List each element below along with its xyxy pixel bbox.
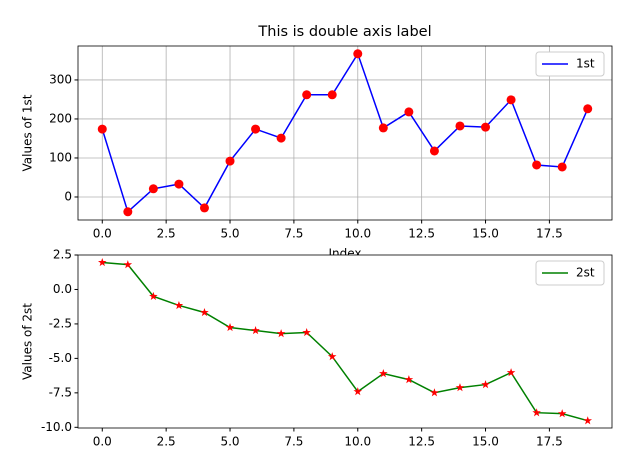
marker [532, 160, 542, 170]
series-line [102, 261, 588, 422]
marker [174, 179, 184, 189]
plot-area [78, 255, 612, 428]
x-tick-label: 7.5 [284, 227, 303, 241]
marker [97, 257, 107, 267]
x-tick-label: 12.5 [408, 227, 435, 241]
y-tick-label: -10.0 [41, 420, 72, 434]
marker [327, 352, 337, 361]
marker [481, 122, 491, 132]
marker [481, 380, 490, 389]
marker [455, 121, 465, 131]
legend-label: 2st [576, 266, 595, 280]
marker [379, 369, 388, 378]
x-tick-label: 17.5 [536, 435, 563, 449]
marker [557, 409, 567, 418]
x-tick-label: 0.0 [93, 435, 112, 449]
y-axis-label: Values of 2st [21, 303, 35, 380]
chart-title: This is double axis label [257, 24, 431, 40]
axes-frame [77, 254, 613, 429]
y-tick-label: -5.0 [49, 351, 72, 365]
marker [200, 307, 209, 317]
marker [302, 327, 311, 337]
marker [251, 326, 260, 335]
y-tick-label: -7.5 [49, 385, 72, 399]
marker [532, 408, 541, 417]
x-tick-label: 0.0 [93, 227, 112, 241]
plot-area [78, 46, 612, 220]
series-line [101, 52, 589, 214]
legend-box [535, 260, 605, 286]
marker [583, 104, 593, 114]
marker [149, 291, 158, 300]
marker [276, 329, 286, 338]
marker [225, 323, 235, 332]
x-tick-label: 7.5 [284, 435, 303, 449]
y-tick-label: -2.5 [49, 316, 72, 330]
axes-frame [77, 45, 613, 221]
marker [174, 300, 184, 310]
legend-box [535, 51, 605, 77]
marker [251, 124, 261, 134]
x-tick-label: 15.0 [472, 435, 499, 449]
axes: 0.0 2.5 5.0 7.5 10.0 12.5 15.0 17.5 2.5 0.0 -2.5 -5… [21, 248, 613, 449]
x-tick-label: 15.0 [472, 227, 499, 241]
marker [97, 124, 107, 134]
x-tick-label: 17.5 [536, 227, 563, 241]
marker [225, 156, 235, 166]
x-tick-label: 2.5 [157, 227, 176, 241]
y-tick-label: 0 [64, 189, 72, 203]
marker [557, 162, 567, 172]
y-tick-label: 200 [49, 111, 72, 125]
marker [583, 416, 593, 425]
marker [123, 207, 133, 217]
marker [455, 383, 465, 392]
x-tick-label: 10.0 [344, 435, 371, 449]
marker [378, 123, 388, 133]
legend-label: 1st [576, 57, 595, 71]
marker [506, 95, 516, 105]
marker [327, 90, 337, 100]
marker [302, 90, 312, 100]
marker [353, 49, 363, 59]
marker [404, 107, 414, 117]
marker [404, 375, 414, 384]
marker [276, 133, 286, 143]
x-tick-label: 12.5 [408, 435, 435, 449]
marker [506, 368, 516, 377]
marker [430, 388, 439, 397]
x-tick-label: 5.0 [220, 435, 239, 449]
marker [353, 387, 363, 396]
axes: 0.0 2.5 5.0 7.5 10.0 12.5 15.0 17.5 0 100 200 300 Th… [21, 24, 613, 241]
y-axis-label: Values of 1st [21, 94, 35, 171]
y-tick-label: 2.5 [53, 248, 72, 262]
marker [148, 184, 158, 194]
y-tick-label: 100 [49, 150, 72, 164]
x-tick-label: 10.0 [344, 227, 371, 241]
y-tick-label: 0.0 [53, 282, 72, 296]
y-tick-label: 300 [49, 72, 72, 86]
marker [199, 203, 209, 213]
x-tick-label: 5.0 [220, 227, 239, 241]
marker [123, 260, 133, 269]
x-tick-label: 2.5 [157, 435, 176, 449]
marker [429, 146, 439, 156]
